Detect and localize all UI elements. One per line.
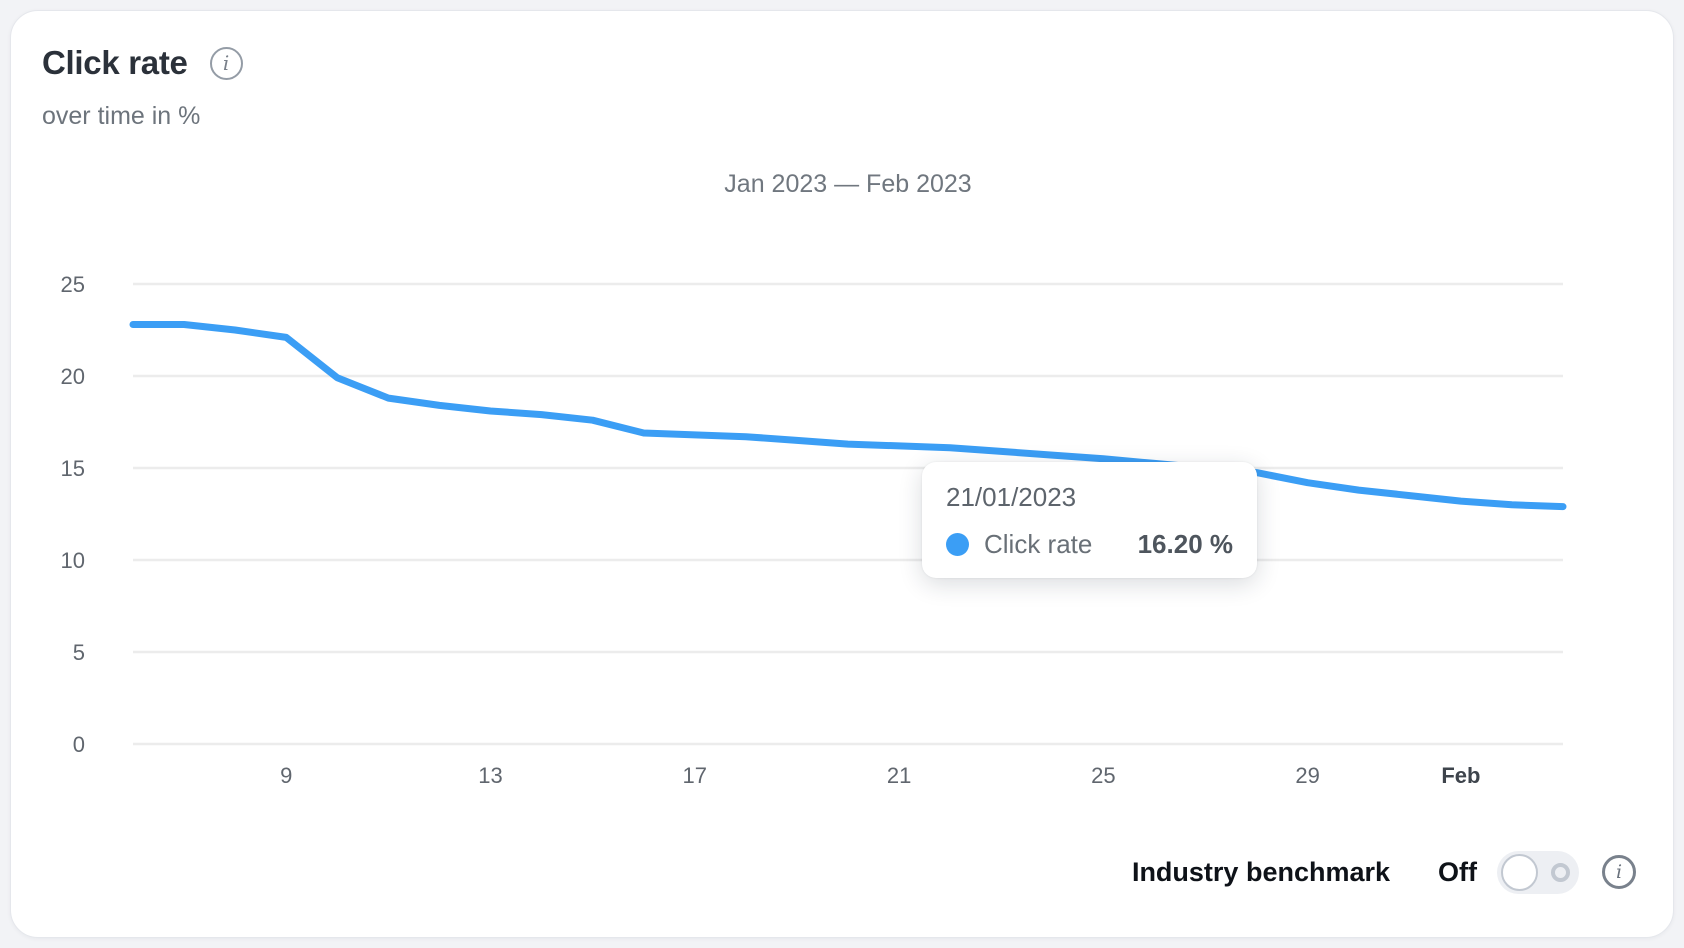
- tooltip-date: 21/01/2023: [946, 482, 1077, 512]
- tooltip-value: 16.20 %: [1137, 529, 1233, 559]
- x-axis-tick: 29: [1295, 763, 1319, 788]
- toggle-off-ring-icon: [1551, 862, 1570, 882]
- info-glyph: i: [222, 51, 230, 75]
- y-axis-tick: 20: [61, 364, 85, 389]
- x-axis-tick: 17: [683, 763, 707, 788]
- industry-benchmark-label: Industry benchmark: [1131, 856, 1391, 887]
- series-dot-icon: [946, 533, 969, 556]
- y-axis-tick: 25: [61, 272, 85, 297]
- header: Click rate i: [42, 44, 243, 82]
- page-title: Click rate: [42, 44, 188, 81]
- x-axis-tick: 21: [887, 763, 911, 788]
- industry-benchmark-toggle[interactable]: [1497, 850, 1579, 894]
- x-axis-tick: 25: [1091, 763, 1115, 788]
- info-glyph: i: [1615, 860, 1623, 883]
- chart-subtitle: over time in %: [42, 102, 201, 130]
- x-axis-tick: 13: [478, 763, 502, 788]
- tooltip-series-label: Click rate: [984, 529, 1093, 559]
- chart-tooltip: 21/01/2023 Click rate 16.20 %: [922, 462, 1257, 578]
- y-axis-tick: 0: [73, 732, 85, 757]
- y-axis-tick: 15: [61, 456, 85, 481]
- x-axis-tick: Feb: [1441, 763, 1480, 788]
- toggle-state-label: Off: [1438, 856, 1477, 887]
- benchmark-info-icon[interactable]: i: [1602, 855, 1636, 889]
- x-axis-tick: 9: [280, 763, 292, 788]
- card-background: [10, 10, 1674, 938]
- click-rate-info-icon[interactable]: i: [209, 46, 243, 80]
- y-axis-tick: 5: [73, 640, 85, 665]
- toggle-knob[interactable]: [1501, 853, 1538, 891]
- y-axis-tick: 10: [61, 548, 85, 573]
- tooltip-series-row: Click rate 16.20 %: [946, 529, 1233, 560]
- click-rate-line: [129, 321, 1567, 511]
- chart-date-range-title: Jan 2023 — Feb 2023: [724, 170, 972, 198]
- footer-controls: Industry benchmark Off i: [1132, 850, 1636, 894]
